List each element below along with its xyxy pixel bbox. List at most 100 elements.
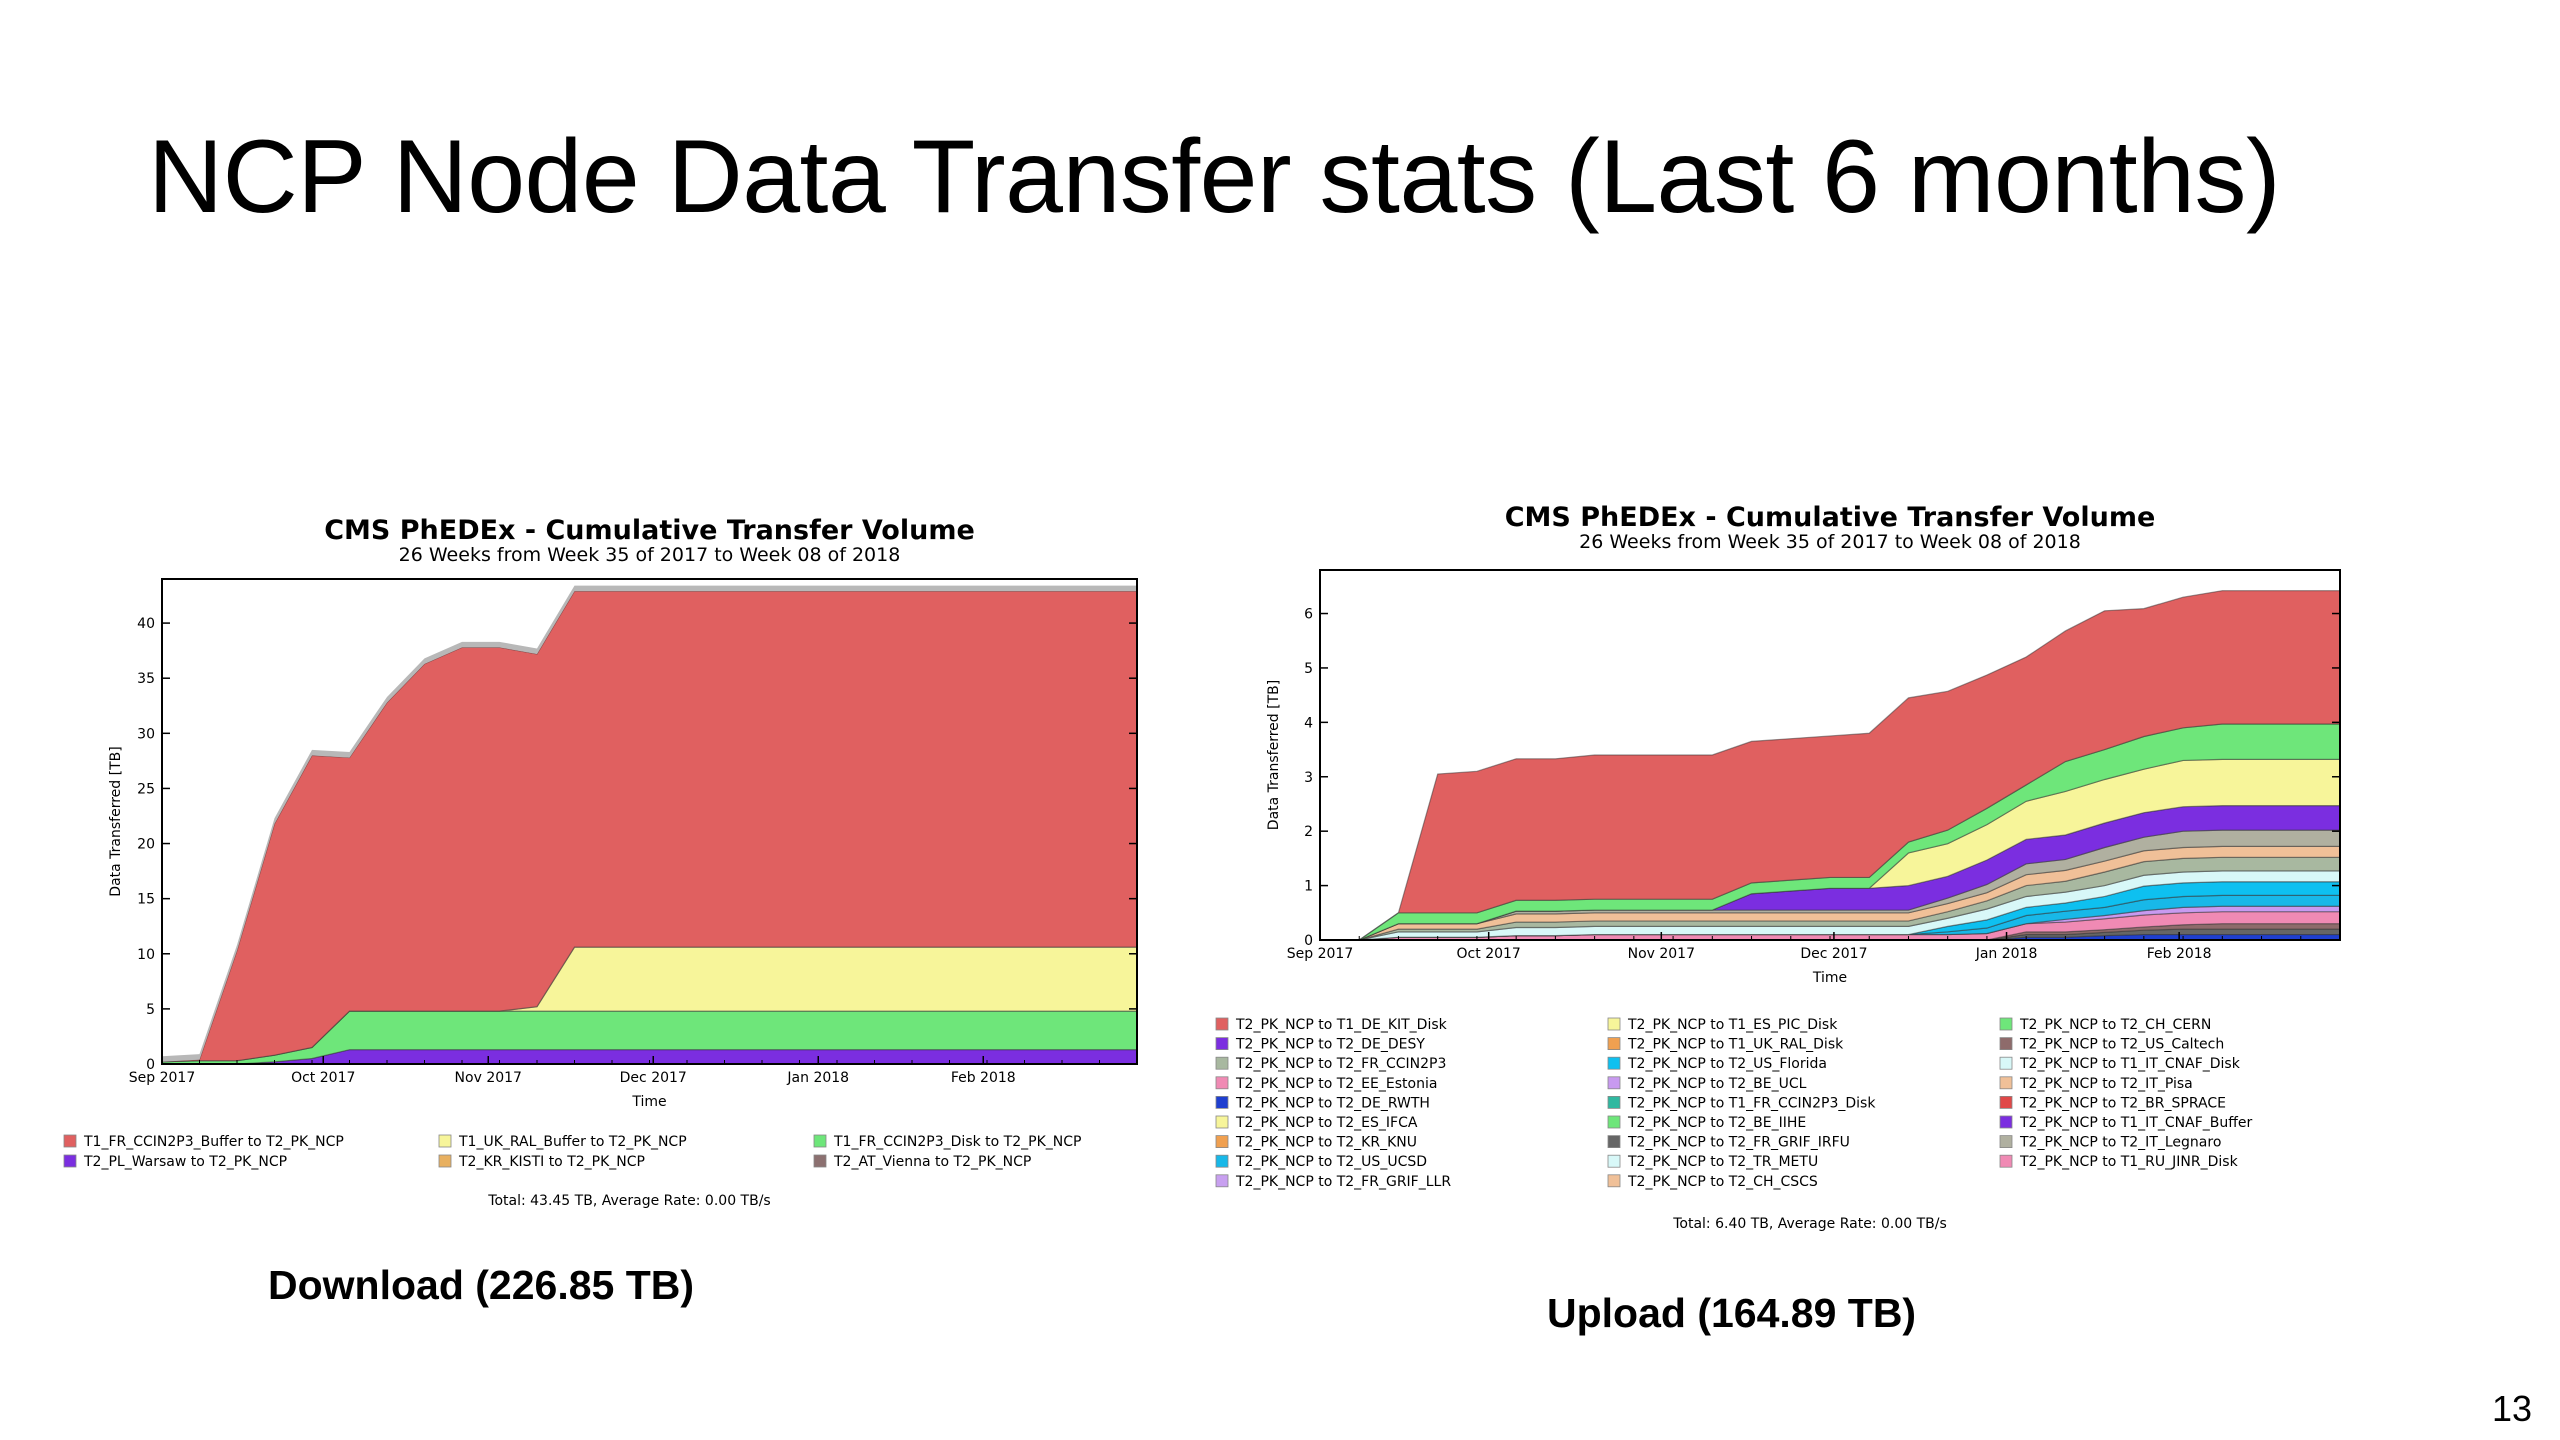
legend-label-2: T2_PK_NCP to T2_FR_CCIN2P3	[1235, 1056, 1446, 1072]
legend-label-13: T2_PK_NCP to T1_FR_CCIN2P3_Disk	[1627, 1095, 1876, 1111]
x-tick-label-4: Jan 2018	[786, 1070, 849, 1086]
download-chart: CMS PhEDEx - Cumulative Transfer Volume 2…	[60, 505, 1150, 1225]
legend-swatch-24	[1999, 1135, 2013, 1148]
legend-label-9: T2_PK_NCP to T1_ES_PIC_Disk	[1627, 1017, 1838, 1033]
legend-label-0: T1_FR_CCIN2P3_Buffer to T2_PK_NCP	[83, 1134, 344, 1150]
chart-subtitle: 26 Weeks from Week 35 of 2017 to Week 08…	[399, 544, 901, 566]
x-tick-label-0: Sep 2017	[129, 1070, 195, 1086]
legend-swatch-13	[1607, 1096, 1621, 1109]
x-axis-label: Time	[631, 1094, 666, 1110]
y-tick-label-0: 0	[146, 1057, 155, 1073]
legend-swatch-19	[1999, 1037, 2013, 1050]
legend-label-23: T2_PK_NCP to T1_IT_CNAF_Buffer	[2019, 1115, 2252, 1131]
chart-title: CMS PhEDEx - Cumulative Transfer Volume	[1505, 502, 2156, 533]
legend-swatch-17	[1607, 1174, 1621, 1188]
legend-label-0: T2_PK_NCP to T1_DE_KIT_Disk	[1235, 1017, 1448, 1033]
legend-swatch-9	[1607, 1017, 1621, 1031]
legend-swatch-18	[1999, 1017, 2013, 1031]
legend-label-18: T2_PK_NCP to T2_CH_CERN	[2019, 1017, 2211, 1033]
legend-label-2: T1_UK_RAL_Buffer to T2_PK_NCP	[458, 1134, 687, 1150]
legend-swatch-14	[1607, 1115, 1621, 1129]
y-tick-label-8: 40	[137, 616, 155, 632]
legend-swatch-15	[1607, 1135, 1621, 1148]
legend-swatch-5	[813, 1154, 827, 1168]
legend-swatch-11	[1607, 1056, 1621, 1070]
legend-swatch-21	[1999, 1076, 2013, 1090]
chart-footer: Total: 43.45 TB, Average Rate: 0.00 TB/s	[487, 1193, 770, 1209]
x-tick-label-5: Feb 2018	[2147, 946, 2212, 962]
legend-swatch-0	[63, 1134, 77, 1148]
y-tick-label-1: 1	[1304, 879, 1313, 895]
legend-swatch-16	[1607, 1154, 1621, 1168]
legend-label-12: T2_PK_NCP to T2_BE_UCL	[1627, 1076, 1807, 1092]
legend-swatch-20	[1999, 1056, 2013, 1070]
legend-label-24: T2_PK_NCP to T2_IT_Legnaro	[2019, 1135, 2221, 1151]
legend-label-17: T2_PK_NCP to T2_CH_CSCS	[1627, 1174, 1818, 1190]
legend-swatch-5	[1215, 1115, 1229, 1129]
y-tick-label-4: 20	[137, 837, 155, 853]
x-tick-label-2: Nov 2017	[1628, 946, 1695, 962]
legend-label-25: T2_PK_NCP to T1_RU_JINR_Disk	[2019, 1154, 2239, 1170]
legend-swatch-1	[1215, 1037, 1229, 1050]
chart-footer: Total: 6.40 TB, Average Rate: 0.00 TB/s	[1672, 1216, 1947, 1232]
x-tick-label-1: Oct 2017	[1457, 946, 1521, 962]
legend-swatch-12	[1607, 1076, 1621, 1090]
x-tick-label-2: Nov 2017	[455, 1070, 522, 1086]
legend-label-14: T2_PK_NCP to T2_BE_IIHE	[1627, 1115, 1806, 1131]
legend-swatch-2	[438, 1134, 452, 1148]
legend-swatch-2	[1215, 1056, 1229, 1070]
y-tick-label-6: 6	[1304, 607, 1313, 623]
legend-label-4: T2_PK_NCP to T2_DE_RWTH	[1235, 1095, 1430, 1111]
legend-label-10: T2_PK_NCP to T1_UK_RAL_Disk	[1627, 1037, 1844, 1053]
legend-label-6: T2_PK_NCP to T2_KR_KNU	[1235, 1135, 1417, 1151]
upload-chart-svg: CMS PhEDEx - Cumulative Transfer Volume2…	[1215, 502, 2341, 1232]
slide-title: NCP Node Data Transfer stats (Last 6 mon…	[148, 119, 2281, 235]
chart-subtitle: 26 Weeks from Week 35 of 2017 to Week 08…	[1579, 531, 2081, 553]
legend-swatch-7	[1215, 1154, 1229, 1168]
x-tick-label-4: Jan 2018	[1975, 946, 2038, 962]
legend-swatch-4	[813, 1134, 827, 1148]
legend-swatch-0	[1215, 1017, 1229, 1031]
y-tick-label-3: 3	[1304, 770, 1313, 786]
legend-label-8: T2_PK_NCP to T2_FR_GRIF_LLR	[1235, 1174, 1451, 1190]
chart-title: CMS PhEDEx - Cumulative Transfer Volume	[324, 515, 975, 546]
y-tick-label-1: 5	[146, 1002, 155, 1018]
legend-swatch-22	[1999, 1096, 2013, 1109]
legend-swatch-3	[438, 1154, 452, 1168]
y-tick-label-4: 4	[1304, 715, 1313, 731]
y-tick-label-6: 30	[137, 726, 155, 742]
legend-swatch-3	[1215, 1076, 1229, 1090]
legend-label-1: T2_PL_Warsaw to T2_PK_NCP	[83, 1154, 287, 1170]
legend-swatch-10	[1607, 1037, 1621, 1050]
legend-label-15: T2_PK_NCP to T2_FR_GRIF_IRFU	[1627, 1135, 1850, 1151]
legend-label-11: T2_PK_NCP to T2_US_Florida	[1627, 1056, 1827, 1072]
legend-label-3: T2_KR_KISTI to T2_PK_NCP	[458, 1154, 645, 1170]
y-tick-label-7: 35	[137, 671, 155, 687]
legend-label-1: T2_PK_NCP to T2_DE_DESY	[1235, 1037, 1425, 1053]
legend-label-20: T2_PK_NCP to T1_IT_CNAF_Disk	[2019, 1056, 2241, 1072]
y-tick-label-5: 5	[1304, 661, 1313, 677]
legend-swatch-23	[1999, 1115, 2013, 1129]
legend-label-5: T2_PK_NCP to T2_ES_IFCA	[1235, 1115, 1418, 1131]
legend-label-21: T2_PK_NCP to T2_IT_Pisa	[2019, 1076, 2193, 1092]
legend-label-16: T2_PK_NCP to T2_TR_METU	[1627, 1154, 1818, 1170]
y-axis-label: Data Transferred [TB]	[108, 746, 124, 896]
y-tick-label-2: 10	[137, 947, 155, 963]
x-tick-label-1: Oct 2017	[291, 1070, 355, 1086]
x-tick-label-3: Dec 2017	[1800, 946, 1867, 962]
x-tick-label-3: Dec 2017	[620, 1070, 687, 1086]
legend-label-7: T2_PK_NCP to T2_US_UCSD	[1235, 1154, 1427, 1170]
legend-swatch-6	[1215, 1135, 1229, 1148]
legend-label-4: T1_FR_CCIN2P3_Disk to T2_PK_NCP	[833, 1134, 1081, 1150]
legend-swatch-4	[1215, 1096, 1229, 1109]
y-axis-label: Data Transferred [TB]	[1266, 680, 1282, 830]
x-tick-label-0: Sep 2017	[1287, 946, 1353, 962]
legend-label-22: T2_PK_NCP to T2_BR_SPRACE	[2019, 1095, 2226, 1111]
x-tick-label-5: Feb 2018	[951, 1070, 1016, 1086]
legend-label-3: T2_PK_NCP to T2_EE_Estonia	[1235, 1076, 1437, 1092]
upload-chart: CMS PhEDEx - Cumulative Transfer Volume 2…	[1200, 495, 2520, 1255]
y-tick-label-2: 2	[1304, 824, 1313, 840]
download-caption: Download (226.85 TB)	[268, 1262, 695, 1308]
y-tick-label-0: 0	[1304, 933, 1313, 949]
legend-label-5: T2_AT_Vienna to T2_PK_NCP	[833, 1154, 1031, 1170]
